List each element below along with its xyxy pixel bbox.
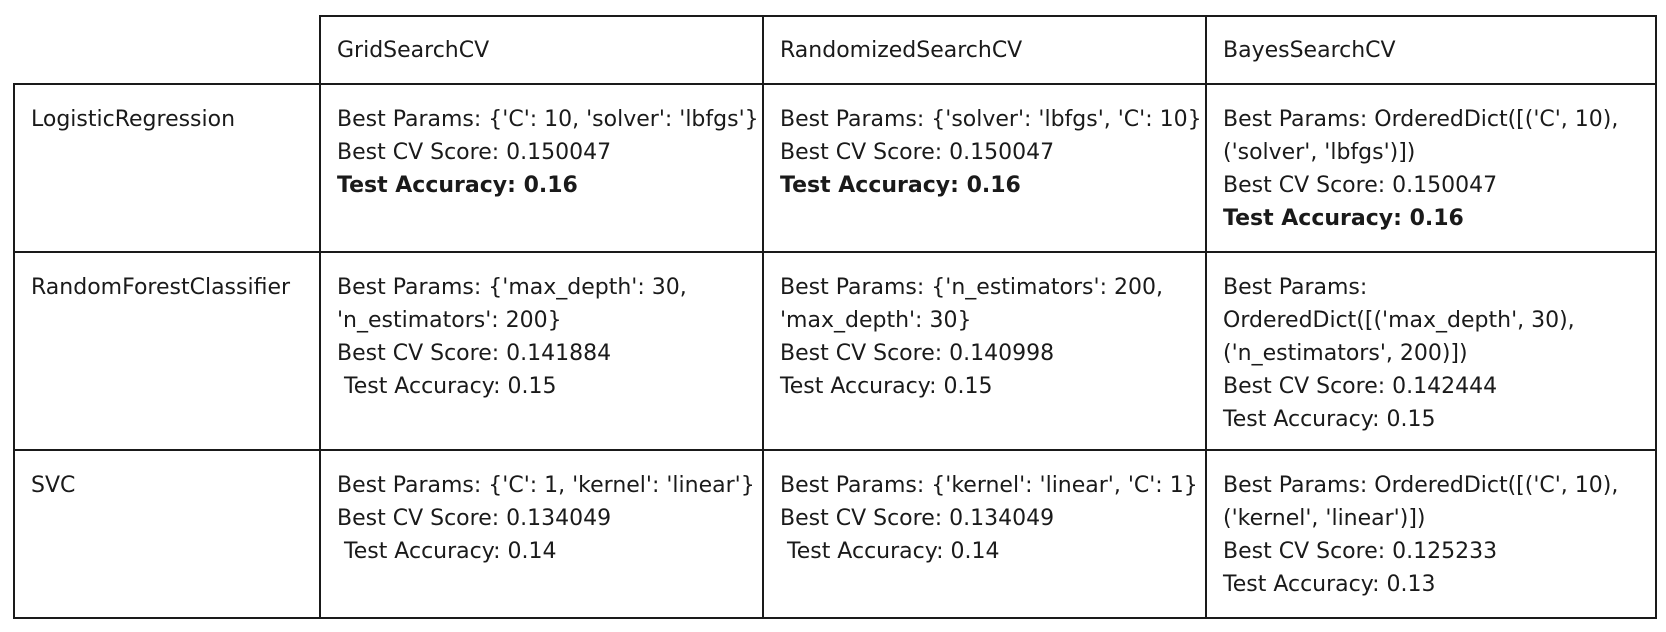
test-accuracy-text: Test Accuracy: 0.16 (1223, 206, 1464, 231)
test-accuracy-text: Test Accuracy: 0.14 (780, 539, 1000, 564)
column-header-label: GridSearchCV (337, 38, 490, 63)
column-header-label: RandomizedSearchCV (780, 38, 1023, 63)
test-accuracy-text: Test Accuracy: 0.15 (780, 374, 993, 399)
table-row-randomforestclassifier: RandomForestClassifier Best Params: {'ma… (13, 251, 1657, 451)
row-header-logisticregression: LogisticRegression (13, 83, 321, 253)
best-params-text: Best Params: {'C': 10, 'solver': 'lbfgs'… (337, 107, 759, 132)
best-cv-score-text: Best CV Score: 0.142444 (1223, 374, 1498, 399)
result-cell-rf-grid: Best Params: {'max_depth': 30, 'n_estima… (319, 251, 764, 451)
best-cv-score-text: Best CV Score: 0.134049 (337, 506, 612, 531)
row-header-label: LogisticRegression (31, 107, 236, 132)
best-cv-score-text: Best CV Score: 0.150047 (1223, 173, 1498, 198)
test-accuracy-text: Test Accuracy: 0.14 (337, 539, 557, 564)
header-row: GridSearchCV RandomizedSearchCV BayesSea… (14, 15, 1657, 85)
result-cell-lr-randomized: Best Params: {'solver': 'lbfgs', 'C': 10… (762, 83, 1207, 253)
best-cv-score-text: Best CV Score: 0.150047 (337, 140, 612, 165)
test-accuracy-text: Test Accuracy: 0.16 (337, 173, 578, 198)
column-header-bayessearchcv: BayesSearchCV (1205, 15, 1657, 85)
result-cell-svc-bayes: Best Params: OrderedDict([('C', 10), ('k… (1205, 449, 1657, 619)
column-header-randomizedsearchcv: RandomizedSearchCV (762, 15, 1207, 85)
best-params-text: Best Params: OrderedDict([('C', 10), (1223, 107, 1619, 132)
row-header-label: SVC (31, 473, 76, 498)
best-params-text-cont: ('kernel', 'linear')]) (1223, 506, 1426, 531)
column-header-label: BayesSearchCV (1223, 38, 1396, 63)
table-row-svc: SVC Best Params: {'C': 1, 'kernel': 'lin… (13, 449, 1657, 619)
best-params-text: Best Params: {'C': 1, 'kernel': 'linear'… (337, 473, 755, 498)
best-params-text: Best Params: (1223, 275, 1368, 300)
best-cv-score-text: Best CV Score: 0.134049 (780, 506, 1055, 531)
best-params-text: Best Params: {'solver': 'lbfgs', 'C': 10… (780, 107, 1202, 132)
best-params-text-cont: ('n_estimators', 200)]) (1223, 341, 1468, 366)
best-params-text-cont: OrderedDict([('max_depth', 30), (1223, 308, 1575, 333)
row-header-randomforestclassifier: RandomForestClassifier (13, 251, 321, 451)
best-cv-score-text: Best CV Score: 0.140998 (780, 341, 1055, 366)
best-cv-score-text: Best CV Score: 0.150047 (780, 140, 1055, 165)
test-accuracy-text: Test Accuracy: 0.16 (780, 173, 1021, 198)
test-accuracy-text: Test Accuracy: 0.13 (1223, 572, 1436, 597)
column-header-gridsearchcv: GridSearchCV (319, 15, 764, 85)
best-params-text-cont: 'max_depth': 30} (780, 308, 972, 333)
result-cell-lr-bayes: Best Params: OrderedDict([('C', 10), ('s… (1205, 83, 1657, 253)
best-cv-score-text: Best CV Score: 0.141884 (337, 341, 612, 366)
best-params-text-cont: 'n_estimators': 200} (337, 308, 562, 333)
results-table: GridSearchCV RandomizedSearchCV BayesSea… (13, 15, 1657, 619)
best-cv-score-text: Best CV Score: 0.125233 (1223, 539, 1498, 564)
test-accuracy-text: Test Accuracy: 0.15 (1223, 407, 1436, 432)
best-params-text: Best Params: {'kernel': 'linear', 'C': 1… (780, 473, 1198, 498)
best-params-text: Best Params: {'n_estimators': 200, (780, 275, 1163, 300)
result-cell-lr-grid: Best Params: {'C': 10, 'solver': 'lbfgs'… (319, 83, 764, 253)
result-cell-rf-randomized: Best Params: {'n_estimators': 200, 'max_… (762, 251, 1207, 451)
result-cell-svc-randomized: Best Params: {'kernel': 'linear', 'C': 1… (762, 449, 1207, 619)
row-header-svc: SVC (13, 449, 321, 619)
corner-cell (14, 16, 321, 85)
table-row-logisticregression: LogisticRegression Best Params: {'C': 10… (13, 83, 1657, 253)
test-accuracy-text: Test Accuracy: 0.15 (337, 374, 557, 399)
row-header-label: RandomForestClassifier (31, 275, 291, 300)
best-params-text-cont: ('solver', 'lbfgs')]) (1223, 140, 1416, 165)
result-cell-svc-grid: Best Params: {'C': 1, 'kernel': 'linear'… (319, 449, 764, 619)
result-cell-rf-bayes: Best Params: OrderedDict([('max_depth', … (1205, 251, 1657, 451)
best-params-text: Best Params: OrderedDict([('C', 10), (1223, 473, 1619, 498)
best-params-text: Best Params: {'max_depth': 30, (337, 275, 687, 300)
